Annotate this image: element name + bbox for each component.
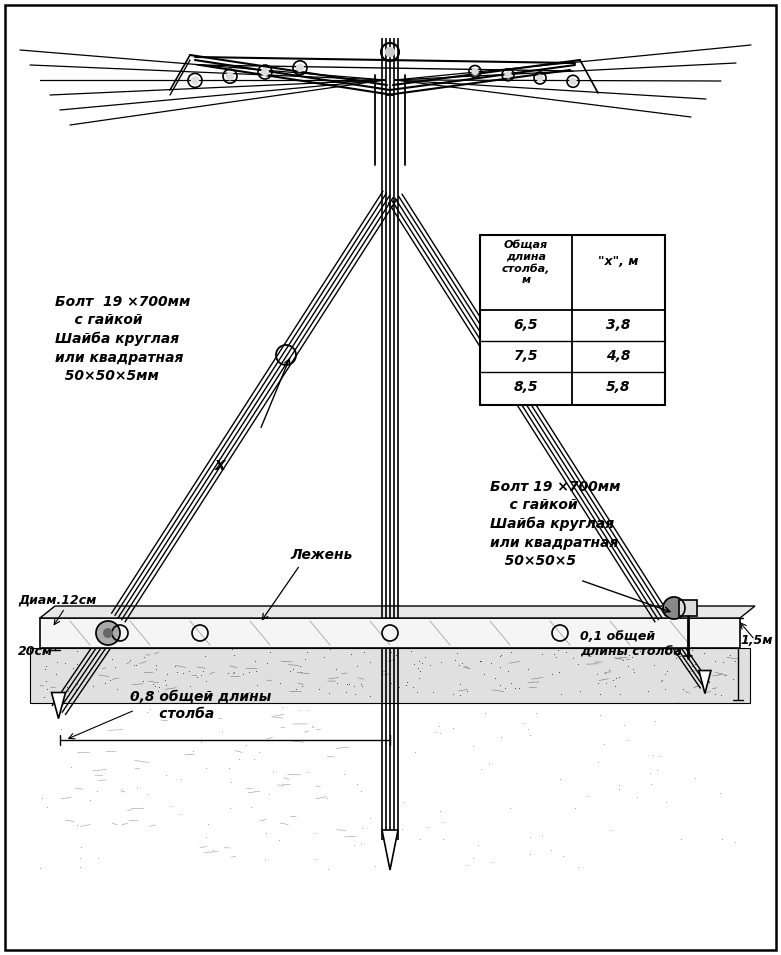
Text: 8,5: 8,5 (514, 380, 538, 394)
Bar (30, 648, 750, 703)
Circle shape (570, 78, 576, 84)
Polygon shape (699, 670, 711, 693)
Text: 5,8: 5,8 (606, 380, 630, 394)
Circle shape (191, 77, 198, 84)
Text: "х", м: "х", м (597, 255, 638, 268)
Text: х: х (215, 456, 226, 474)
Text: 0,1 общей
длины столба: 0,1 общей длины столба (580, 630, 682, 659)
Circle shape (297, 64, 304, 72)
Circle shape (96, 621, 120, 645)
Text: Болт 19 ×700мм
    с гайкой
Шайба круглая
или квадратная
   50×50×5: Болт 19 ×700мм с гайкой Шайба круглая ил… (490, 480, 620, 568)
Text: 0,8 общей длины
      столба: 0,8 общей длины столба (130, 690, 271, 721)
Bar (679, 600, 697, 616)
Circle shape (537, 75, 543, 81)
Circle shape (663, 597, 685, 619)
Text: Общая
длина
столба,
м: Общая длина столба, м (502, 240, 550, 286)
Circle shape (262, 69, 269, 75)
Polygon shape (40, 606, 755, 618)
Text: 7,5: 7,5 (514, 349, 538, 363)
Text: Болт  19 ×700мм
    с гайкой
Шайба круглая
или квадратная
  50×50×5мм: Болт 19 ×700мм с гайкой Шайба круглая ил… (55, 295, 191, 383)
Text: 6,5: 6,5 (514, 318, 538, 332)
Circle shape (386, 48, 394, 56)
Bar (40, 618, 740, 648)
Polygon shape (52, 692, 66, 718)
Circle shape (505, 72, 511, 77)
Bar (480, 235, 665, 405)
Polygon shape (382, 830, 398, 870)
Circle shape (472, 69, 478, 74)
Text: 20см: 20см (18, 645, 53, 658)
Text: 4,8: 4,8 (606, 349, 630, 363)
Text: Диам.12см: Диам.12см (18, 593, 96, 606)
Bar (679, 600, 697, 616)
Circle shape (226, 73, 234, 79)
Circle shape (103, 628, 113, 638)
Text: 3,8: 3,8 (606, 318, 630, 332)
Text: 1,5м: 1,5м (740, 633, 772, 647)
Text: Лежень: Лежень (290, 548, 352, 562)
